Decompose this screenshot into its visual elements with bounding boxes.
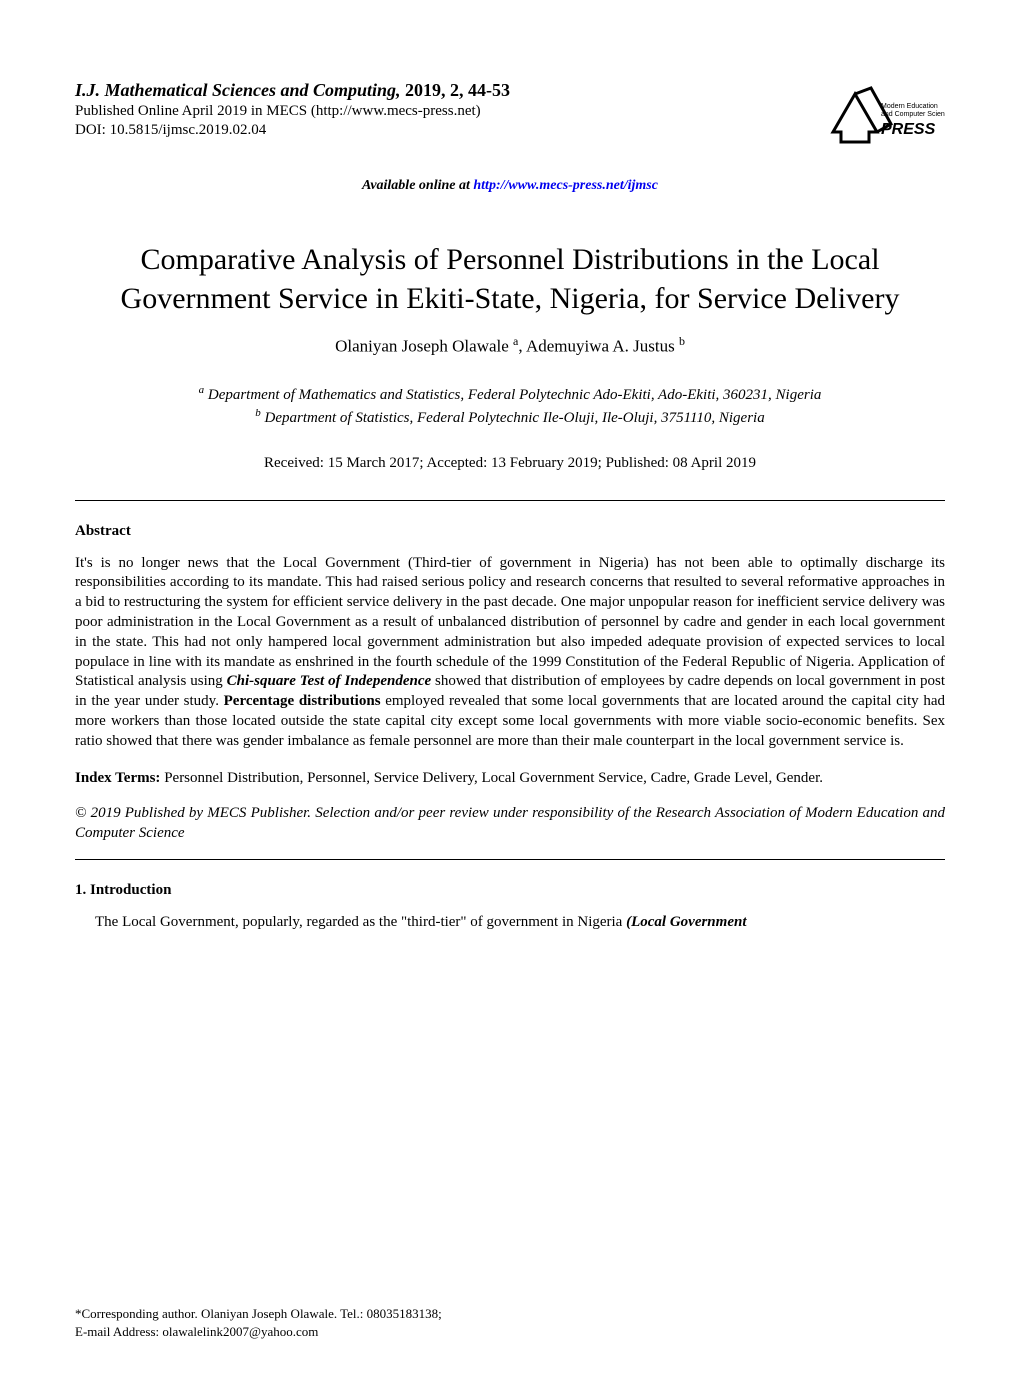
intro-prefix: The Local Government, popularly, regarde…: [95, 914, 626, 930]
abstract-emph1: Chi-square Test of Independence: [227, 673, 431, 689]
publication-line: Published Online April 2019 in MECS (htt…: [75, 103, 825, 120]
authors: Olaniyan Joseph Olawale a, Ademuyiwa A. …: [75, 334, 945, 357]
journal-title: I.J. Mathematical Sciences and Computing…: [75, 80, 825, 101]
logo-text-2: and Computer Science: [881, 111, 945, 118]
footer: *Corresponding author. Olaniyan Joseph O…: [75, 1305, 945, 1341]
journal-prefix: I.J. Mathematical Sciences and Computing…: [75, 80, 401, 100]
author-2-sup: b: [679, 334, 685, 348]
affiliation-a: a Department of Mathematics and Statisti…: [75, 383, 945, 406]
abstract-body: It's is no longer news that the Local Go…: [75, 554, 945, 752]
header-row: I.J. Mathematical Sciences and Computing…: [75, 80, 945, 150]
available-online-url[interactable]: http://www.mecs-press.net/ijmsc: [473, 178, 658, 193]
copyright: © 2019 Published by MECS Publisher. Sele…: [75, 804, 945, 844]
header-left: I.J. Mathematical Sciences and Computing…: [75, 80, 825, 139]
introduction-body: The Local Government, popularly, regarde…: [75, 913, 945, 933]
affiliation-b: b Department of Statistics, Federal Poly…: [75, 406, 945, 429]
rule-top: [75, 500, 945, 501]
author-1-name: Olaniyan Joseph Olawale: [335, 337, 513, 356]
affiliations: a Department of Mathematics and Statisti…: [75, 383, 945, 429]
publisher-logo: Modern Education and Computer Science PR…: [825, 80, 945, 150]
logo-text-1: Modern Education: [881, 103, 938, 110]
author-2-name: Ademuyiwa A. Justus: [526, 337, 679, 356]
authors-sep: ,: [518, 337, 526, 356]
logo-text-3: PRESS: [881, 121, 936, 138]
available-online-prefix: Available online at: [362, 178, 473, 193]
footer-line-2: E-mail Address: olawalelink2007@yahoo.co…: [75, 1323, 945, 1341]
affiliation-a-text: Department of Mathematics and Statistics…: [204, 387, 821, 403]
abstract-p1: It's is no longer news that the Local Go…: [75, 555, 945, 690]
available-online: Available online at http://www.mecs-pres…: [75, 178, 945, 194]
footer-line-1: *Corresponding author. Olaniyan Joseph O…: [75, 1305, 945, 1323]
dates-line: Received: 15 March 2017; Accepted: 13 Fe…: [75, 455, 945, 472]
journal-suffix: 2019, 2, 44-53: [401, 80, 511, 100]
index-terms-label: Index Terms:: [75, 770, 160, 786]
intro-emph: (Local Government: [626, 914, 746, 930]
index-terms: Index Terms: Personnel Distribution, Per…: [75, 768, 945, 788]
rule-bottom: [75, 859, 945, 860]
affiliation-b-text: Department of Statistics, Federal Polyte…: [261, 410, 765, 426]
paper-title: Comparative Analysis of Personnel Distri…: [75, 240, 945, 318]
introduction-heading: 1. Introduction: [75, 882, 945, 899]
abstract-heading: Abstract: [75, 523, 945, 540]
doi-line: DOI: 10.5815/ijmsc.2019.02.04: [75, 122, 825, 139]
abstract-bold1: Percentage distributions: [224, 693, 381, 709]
index-terms-text: Personnel Distribution, Personnel, Servi…: [160, 770, 823, 786]
